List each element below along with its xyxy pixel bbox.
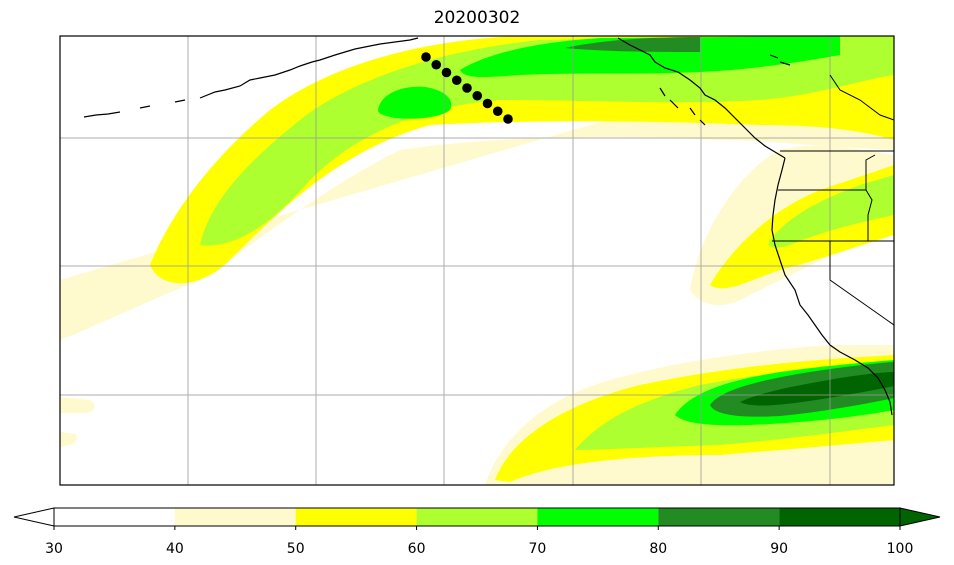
colorbar-bin-30-40 (54, 508, 175, 526)
islands (659, 54, 791, 126)
gridlines (60, 36, 894, 485)
colorbar-tick-label: 60 (408, 541, 426, 557)
contour-70-patch (378, 86, 452, 119)
contour-40-west-edge (60, 397, 95, 447)
map-title: 20200302 (433, 8, 521, 28)
colorbar-bins (54, 508, 900, 526)
track-point (451, 75, 462, 86)
southern-jet-contours (60, 345, 894, 485)
colorbar-bin-90-100 (779, 508, 900, 526)
colorbar-ticks: 30 40 50 60 70 80 90 100 (45, 526, 913, 557)
colorbar-tick-label: 100 (887, 541, 914, 557)
colorbar-bin-80-90 (658, 508, 780, 526)
colorbar-bin-60-70 (416, 508, 538, 526)
bc-coastline (617, 37, 786, 159)
border-idaho (865, 189, 873, 241)
colorbar-extend-max (899, 507, 941, 527)
track-point (462, 83, 472, 93)
coastlines (83, 37, 893, 416)
colorbar-tick-label: 30 (45, 541, 63, 557)
us-coastline (771, 157, 893, 416)
border-wa-or (778, 154, 876, 191)
contour-60-north (200, 36, 894, 246)
colorbar-bin-70-80 (537, 508, 659, 526)
contour-60-coast (768, 175, 894, 248)
track-point (472, 90, 483, 101)
map-frame (59, 35, 895, 486)
colorbar-bin-50-60 (295, 508, 417, 526)
colorbar-tick-label: 50 (287, 541, 305, 557)
contour-70-north (460, 36, 840, 78)
political-borders (772, 74, 894, 326)
colorbar-frame (53, 507, 901, 527)
track-point (503, 114, 513, 124)
storm-track (421, 52, 513, 124)
track-point (492, 106, 503, 117)
colorbar-tick-label: 70 (529, 541, 547, 557)
track-point (482, 98, 493, 109)
colorbar-extend-min (13, 507, 55, 527)
track-point (441, 67, 452, 78)
northern-jet-contours (60, 36, 894, 340)
contour-80-north (565, 37, 700, 52)
colorbar-tick-label: 90 (770, 541, 788, 557)
colorbar-bin-40-50 (174, 508, 296, 526)
border-ca-nv (829, 241, 894, 326)
track-point (431, 59, 442, 70)
canada-interior (829, 74, 894, 121)
map-panel (60, 36, 894, 485)
colorbar: 30 40 50 60 70 80 90 100 (13, 507, 941, 557)
contour-90-south (740, 372, 894, 406)
colorbar-tick-label: 40 (166, 541, 184, 557)
track-point (421, 52, 431, 62)
colorbar-tick-label: 80 (649, 541, 667, 557)
alaska-coastline (83, 37, 419, 118)
